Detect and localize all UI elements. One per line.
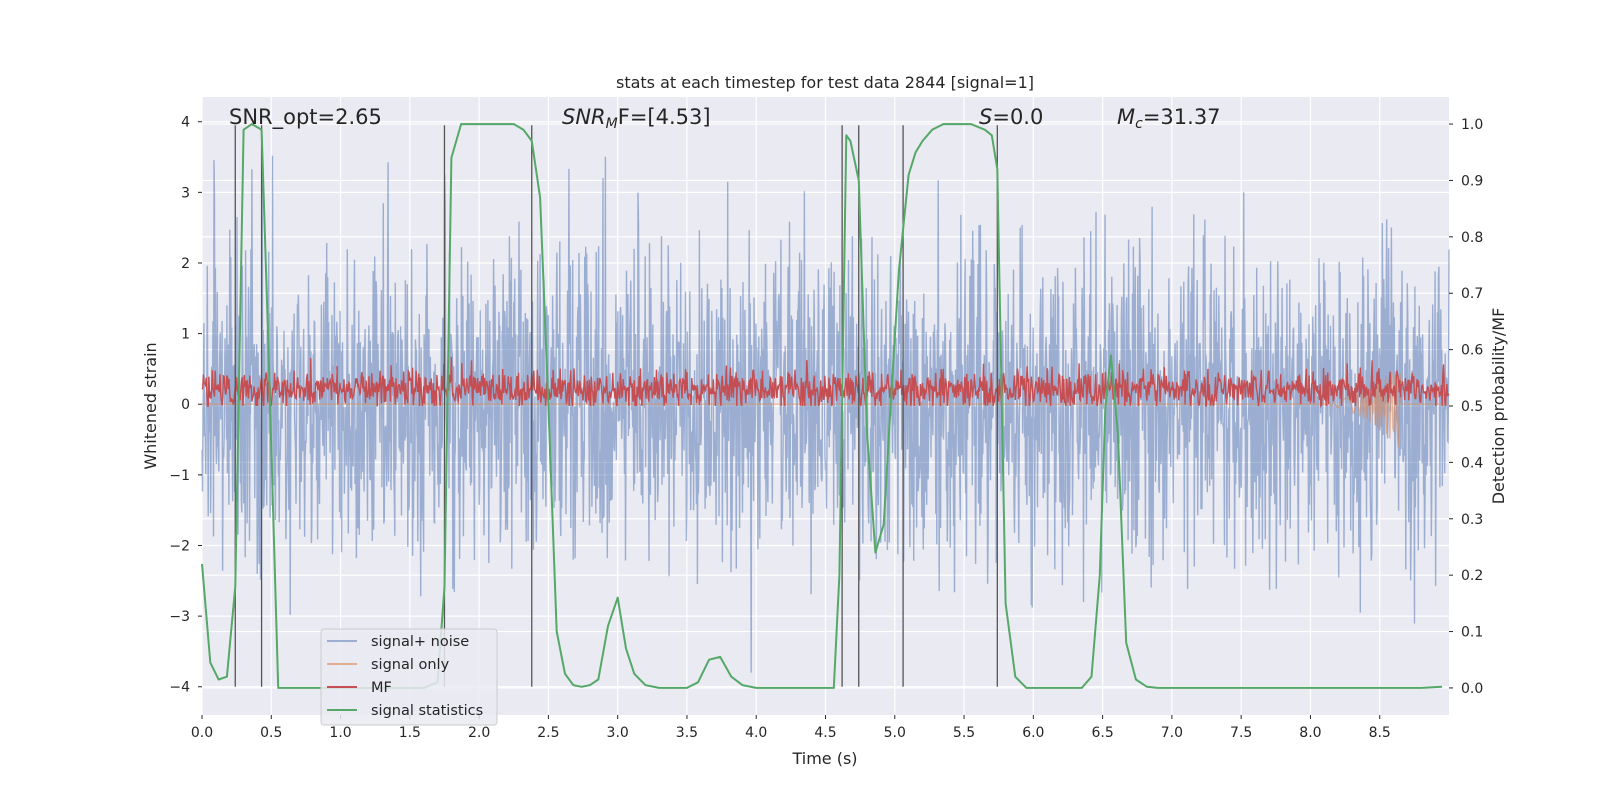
legend-box [320,628,498,726]
chart-title: stats at each timestep for test data 284… [616,73,1034,92]
y-left-tick-label: −3 [169,609,190,625]
annotation-mc-rest: =31.37 [1143,105,1221,129]
legend-label-signal-only: signal only [371,657,450,673]
y-left-tick-label: −1 [169,468,190,484]
y-right-tick-label: 1.0 [1461,117,1483,133]
x-tick-label: 3.0 [607,725,629,741]
annotation-snr-mf-rest: F=[4.53] [618,105,711,129]
y-left-tick-label: −2 [169,538,190,554]
y-right-axis-ticks: 0.0 0.1 0.2 0.3 0.4 0.5 0.6 0.7 0.8 0.9 1.0 [1449,117,1483,697]
y-left-tick-label: 2 [181,256,190,272]
y-right-axis-label: Detection probability/MF [1489,308,1508,505]
y-left-tick-label: 0 [181,397,190,413]
x-tick-label: 3.5 [676,725,698,741]
x-tick-label: 0.0 [191,725,213,741]
y-right-tick-label: 0.8 [1461,230,1483,246]
annotation-snr-mf-main: SNR [562,105,606,129]
annotation-mc-main: M [1117,105,1135,129]
x-tick-label: 1.0 [329,725,351,741]
x-tick-label: 8.5 [1369,725,1391,741]
y-right-tick-label: 0.5 [1461,399,1483,415]
x-tick-label: 2.5 [537,725,559,741]
x-tick-label: 7.0 [1161,725,1183,741]
annotation-snr-mf: SNRMF=[4.53] [562,105,711,132]
y-left-tick-label: 1 [181,327,190,343]
mf-line [201,356,1450,409]
x-tick-label: 6.0 [1022,725,1044,741]
x-tick-label: 4.0 [745,725,767,741]
y-right-tick-label: 0.2 [1461,568,1483,584]
signal-noise-series [201,155,1450,673]
annotation-s: S=0.0 [979,105,1043,129]
x-tick-label: 7.5 [1230,725,1252,741]
x-tick-label: 1.5 [399,725,421,741]
legend-label-mf: MF [371,680,392,696]
annotation-mc-sub: c [1135,116,1143,132]
annotation-s-rest: =0.0 [992,105,1043,129]
y-right-tick-label: 0.6 [1461,343,1483,359]
y-left-tick-label: −4 [169,680,190,696]
legend-label-signal-statistics: signal statistics [371,703,483,719]
x-tick-label: 5.0 [884,725,906,741]
signal-only-series [202,370,1449,448]
x-tick-label: 8.0 [1299,725,1321,741]
x-axis-label: Time (s) [791,749,857,768]
y-left-axis-ticks: −4 −3 −2 −1 0 1 2 3 4 [169,115,202,696]
annotation-mc: Mc=31.37 [1117,105,1221,132]
x-tick-label: 6.5 [1091,725,1113,741]
y-right-tick-label: 0.1 [1461,625,1483,641]
y-right-tick-label: 0.0 [1461,681,1483,697]
mf-series [201,356,1450,409]
y-left-axis-label: Whitened strain [141,342,160,469]
signal-noise-line [201,155,1450,673]
y-right-tick-label: 0.3 [1461,512,1483,528]
y-left-tick-label: 3 [181,185,190,201]
annotation-s-main: S [979,105,992,129]
y-right-tick-label: 0.9 [1461,173,1483,189]
x-tick-label: 2.0 [468,725,490,741]
x-tick-label: 4.5 [814,725,836,741]
signal-only-line [202,370,1449,448]
annotation-snr-mf-sub: M [606,116,618,132]
annotation-snr-opt: SNR_opt=2.65 [229,105,382,130]
x-axis-ticks: 0.0 0.5 1.0 1.5 2.0 2.5 3.0 3.5 4.0 4.5 5.0 5.5 6.0 6… [191,715,1391,741]
x-tick-label: 0.5 [260,725,282,741]
y-right-tick-label: 0.4 [1461,455,1483,471]
legend: signal+ noise signal only MF signal stat… [320,628,498,726]
legend-label-signal-noise: signal+ noise [371,634,469,650]
y-left-tick-label: 4 [181,115,190,131]
y-right-tick-label: 0.7 [1461,286,1483,302]
x-tick-label: 5.5 [953,725,975,741]
